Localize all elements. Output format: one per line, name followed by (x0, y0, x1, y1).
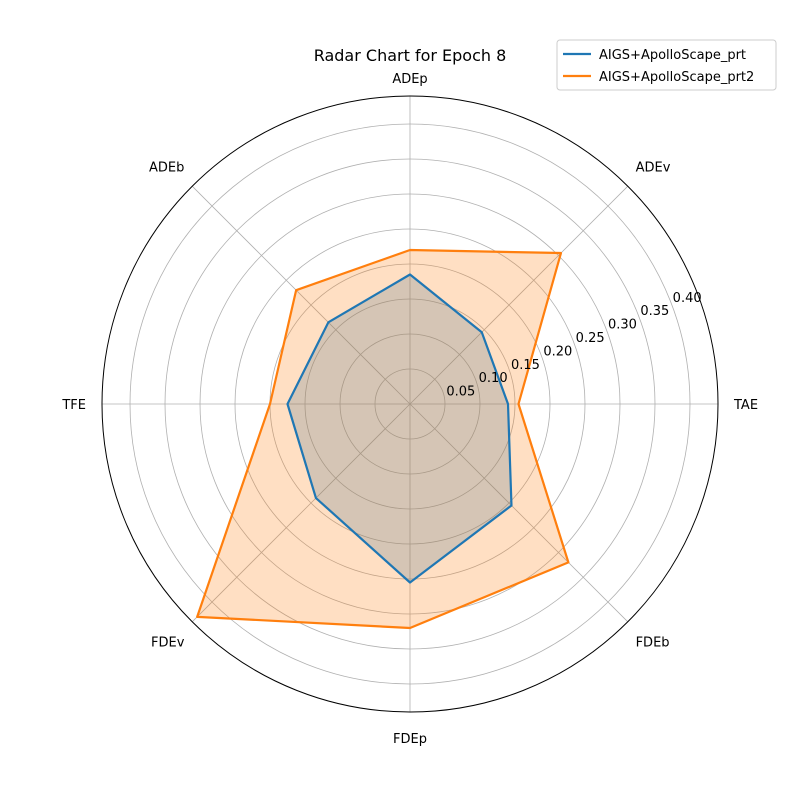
grid-layer (101, 95, 719, 713)
r-tick-label: 0.05 (446, 385, 475, 400)
grid-spoke (409, 403, 629, 623)
series-line-2 (196, 248, 570, 630)
r-tick-label: 0.35 (640, 304, 669, 319)
polar-frame (101, 95, 719, 713)
r-tick-label: 0.30 (608, 318, 637, 333)
category-label: ADEp (392, 72, 427, 87)
category-label: FDEb (636, 636, 670, 651)
r-tick-label: 0.15 (511, 358, 540, 373)
grid-spoke (191, 403, 411, 623)
r-tick-label: 0.20 (543, 344, 572, 359)
series-area-2 (197, 250, 569, 628)
category-label: ADEv (636, 160, 671, 175)
r-tick-label: 0.40 (673, 291, 702, 306)
series-layer (196, 248, 570, 630)
series-area-1 (287, 274, 512, 583)
chart-title: Radar Chart for Epoch 8 (314, 46, 507, 65)
r-tick-label: 0.10 (479, 371, 508, 386)
label-layer: TAEADEvADEpADEbTFEFDEvFDEpFDEb0.050.100.… (61, 72, 758, 747)
legend-box (556, 39, 777, 91)
category-label: FDEv (151, 636, 185, 651)
grid-spoke (409, 185, 629, 405)
legend-label: AIGS+ApolloScape_prt (599, 48, 746, 63)
category-label: TFE (61, 398, 86, 413)
category-label: TAE (733, 398, 758, 413)
series-line-1 (286, 273, 513, 584)
legend: AIGS+ApolloScape_prt AIGS+ApolloScape_prt… (556, 39, 777, 91)
legend-label: AIGS+ApolloScape_prt2 (599, 70, 754, 85)
r-tick-label: 0.25 (576, 331, 605, 346)
grid-spoke (191, 185, 411, 405)
category-label: FDEp (393, 732, 427, 747)
category-label: ADEb (149, 160, 184, 175)
